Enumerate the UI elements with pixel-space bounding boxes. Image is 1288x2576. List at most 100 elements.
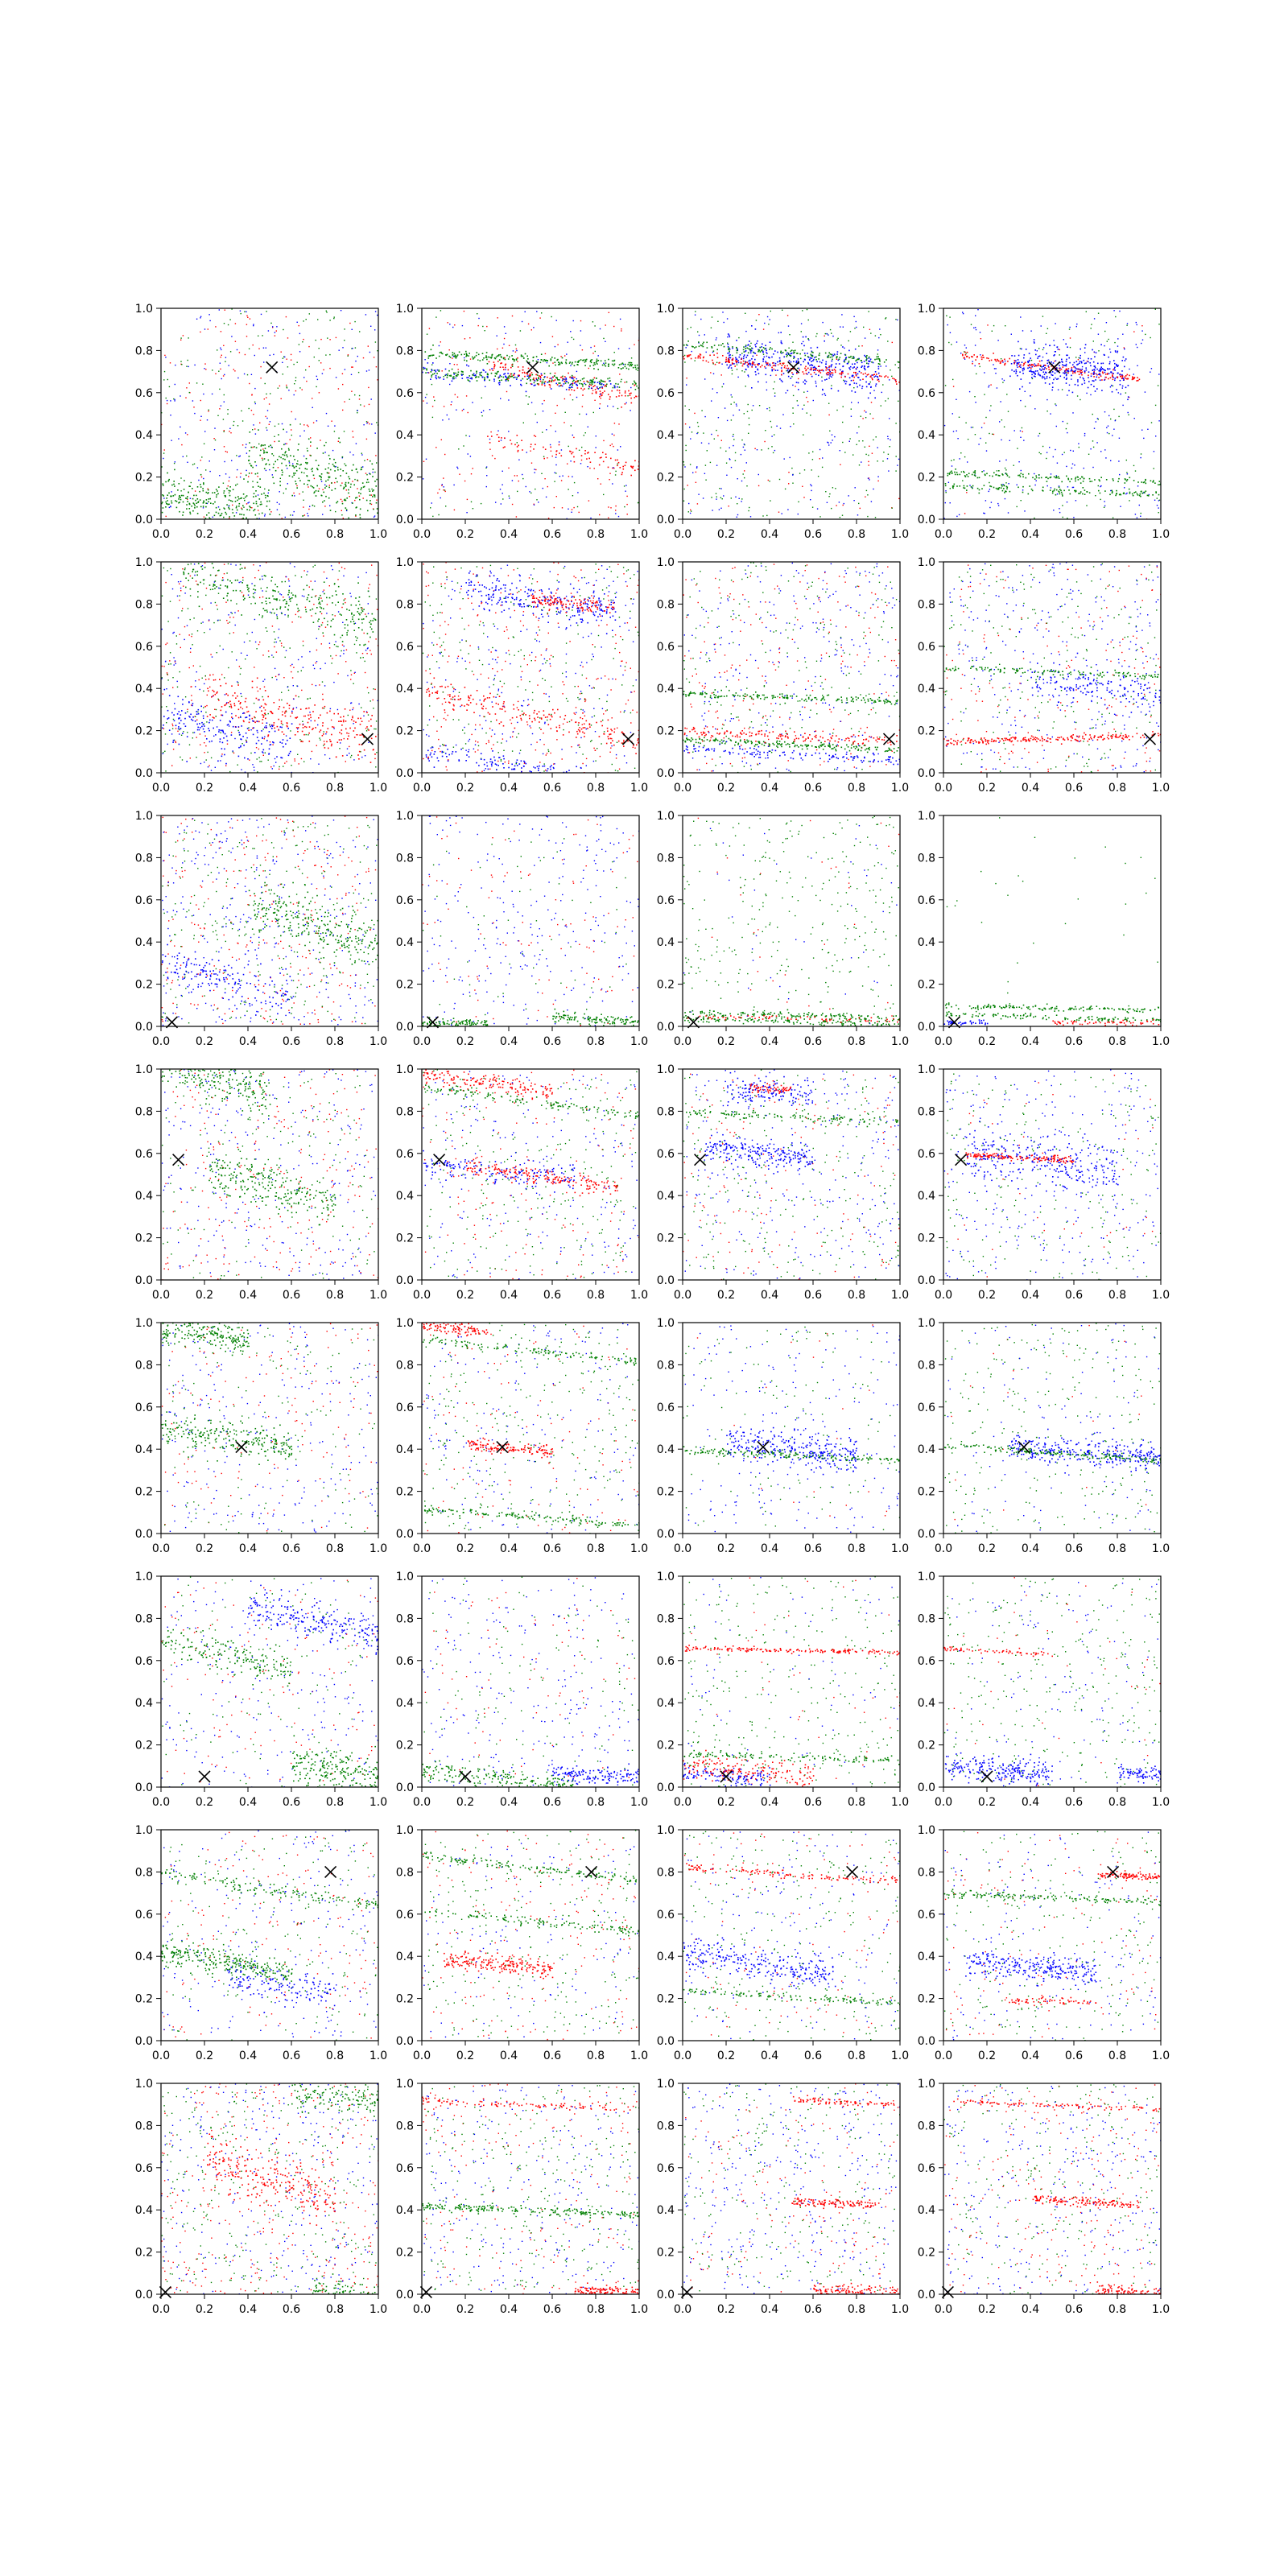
data-point-red [995,360,997,362]
data-point-green [1097,485,1099,487]
data-point-blue [853,382,856,384]
data-point-blue [779,427,782,429]
data-point-blue [451,380,453,382]
data-point-blue [612,483,613,485]
data-point-red [493,367,495,369]
data-point-green [599,383,601,386]
data-point-blue [374,432,376,434]
data-point-blue [533,504,535,506]
data-point-blue [584,382,586,385]
data-point-green [730,497,732,499]
data-point-green [587,382,589,383]
data-point-blue [737,360,739,361]
data-point-green [477,353,480,356]
data-point-blue [731,358,733,361]
data-point-red [1048,369,1050,370]
data-point-red [619,392,621,394]
data-point-red [376,574,378,576]
y-tick-label: 0.4 [918,429,935,442]
data-point-blue [763,356,766,358]
data-point-green [195,499,196,502]
data-point-red [291,411,292,413]
data-point-red [161,423,163,426]
data-point-green [369,494,371,496]
data-point-red [286,761,287,762]
data-point-blue [1104,371,1106,374]
data-point-red [746,361,748,363]
data-point-green [1034,478,1036,480]
data-point-blue [848,440,850,442]
data-point-blue [726,419,729,422]
data-point-green [347,355,349,357]
data-point-green [945,492,947,493]
data-point-blue [795,361,798,364]
data-point-red [637,469,639,470]
data-point-blue [1093,427,1096,429]
data-point-green [774,392,776,394]
data-point-blue [1100,362,1102,365]
data-point-green [592,321,594,323]
data-point-red [530,329,532,331]
data-point-blue [1027,361,1030,364]
data-point-blue [762,358,765,361]
x-tick-label: 0.0 [674,528,691,541]
data-point-green [947,474,949,477]
data-point-blue [1106,427,1108,428]
data-point-green [799,357,802,360]
data-point-red [816,369,819,371]
data-point-blue [704,473,706,474]
data-point-blue [1104,369,1106,372]
data-point-green [765,430,766,431]
data-point-red [267,650,270,652]
data-point-red [342,383,344,386]
data-point-blue [745,349,747,352]
data-point-red [274,440,275,443]
data-point-blue [716,464,718,466]
data-point-blue [766,408,768,410]
data-point-green [206,514,208,516]
data-point-red [511,503,514,506]
data-point-green [235,506,237,509]
data-point-green [948,473,951,474]
data-point-green [1140,495,1141,497]
data-point-blue [811,354,814,357]
data-point-blue [845,357,847,358]
data-point-blue [754,328,757,330]
data-point-blue [1064,372,1066,374]
data-point-blue [489,409,491,411]
data-point-red [628,390,630,392]
data-point-green [315,460,317,461]
data-point-green [244,499,246,502]
data-point-red [165,581,167,584]
y-tick-label: 0.4 [396,429,414,442]
y-tick-label: 0.0 [657,514,675,526]
data-point-green [352,502,353,504]
data-point-green [1075,477,1077,479]
data-point-red [286,384,287,386]
data-point-blue [1071,467,1073,469]
data-point-blue [1071,391,1074,394]
data-point-red [741,365,744,367]
data-point-green [161,466,163,468]
data-point-green [997,487,999,489]
data-point-green [1095,495,1096,497]
data-point-blue [1108,373,1110,374]
data-point-blue [849,368,851,370]
data-point-green [811,355,813,357]
data-point-green [948,473,951,475]
data-point-green [589,365,591,367]
data-point-blue [989,506,991,509]
data-point-blue [975,327,976,328]
data-point-blue [178,438,180,440]
data-point-blue [601,386,603,388]
data-point-green [1109,493,1111,496]
data-point-blue [811,364,813,366]
data-point-green [258,530,259,531]
data-point-green [963,487,964,489]
data-point-blue [371,423,373,425]
data-point-green [998,487,1001,489]
data-point-blue [1075,361,1078,362]
data-point-green [354,394,356,396]
data-point-green [1098,350,1100,352]
data-point-blue [1099,374,1101,376]
